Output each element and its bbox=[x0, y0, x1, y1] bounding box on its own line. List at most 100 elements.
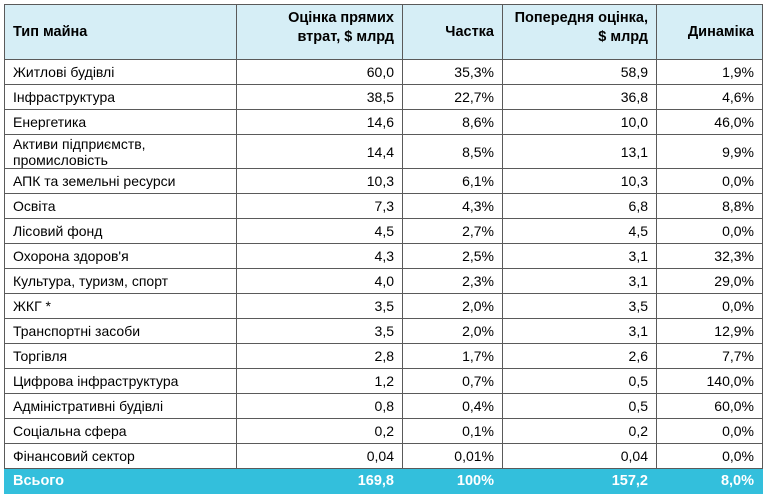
row-previous-estimate: 0,04 bbox=[502, 443, 657, 469]
row-previous-estimate: 10,0 bbox=[502, 109, 657, 135]
row-dynamics: 0,0% bbox=[656, 418, 763, 444]
table-row: Культура, туризм, спорт 4,0 2,3% 3,1 29,0% bbox=[4, 268, 763, 294]
row-dynamics: 4,6% bbox=[656, 84, 763, 110]
row-share: 1,7% bbox=[402, 343, 503, 369]
row-direct-losses: 0,8 bbox=[236, 393, 403, 419]
row-previous-estimate: 6,8 bbox=[502, 193, 657, 219]
table-row: Інфраструктура 38,5 22,7% 36,8 4,6% bbox=[4, 84, 763, 110]
row-property-type: Адміністративні будівлі bbox=[4, 393, 237, 419]
row-direct-losses: 1,2 bbox=[236, 368, 403, 394]
row-previous-estimate: 3,1 bbox=[502, 243, 657, 269]
losses-table: Тип майна Оцінка прямих втрат, $ млрд Ча… bbox=[4, 4, 763, 494]
row-direct-losses: 4,0 bbox=[236, 268, 403, 294]
row-dynamics: 0,0% bbox=[656, 293, 763, 319]
row-direct-losses: 7,3 bbox=[236, 193, 403, 219]
table-row: Фінансовий сектор 0,04 0,01% 0,04 0,0% bbox=[4, 443, 763, 469]
row-share: 2,0% bbox=[402, 293, 503, 319]
header-previous-estimate: Попередня оцінка, $ млрд bbox=[502, 4, 657, 60]
row-previous-estimate: 13,1 bbox=[502, 134, 657, 169]
row-previous-estimate: 10,3 bbox=[502, 168, 657, 194]
table-row: Цифрова інфраструктура 1,2 0,7% 0,5 140,0% bbox=[4, 368, 763, 394]
table-body: Житлові будівлі 60,0 35,3% 58,9 1,9% Інфрастр… bbox=[4, 59, 763, 494]
row-direct-losses: 38,5 bbox=[236, 84, 403, 110]
row-direct-losses: 0,04 bbox=[236, 443, 403, 469]
row-direct-losses: 10,3 bbox=[236, 168, 403, 194]
total-share: 100% bbox=[402, 468, 503, 494]
row-share: 2,3% bbox=[402, 268, 503, 294]
row-direct-losses: 60,0 bbox=[236, 59, 403, 85]
table-row: ЖКГ * 3,5 2,0% 3,5 0,0% bbox=[4, 293, 763, 319]
table-row: Житлові будівлі 60,0 35,3% 58,9 1,9% bbox=[4, 59, 763, 85]
table-row: Охорона здоров'я 4,3 2,5% 3,1 32,3% bbox=[4, 243, 763, 269]
row-previous-estimate: 0,2 bbox=[502, 418, 657, 444]
row-share: 0,1% bbox=[402, 418, 503, 444]
table-row: Активи підприємств, промисловість 14,4 8,5… bbox=[4, 134, 763, 169]
row-share: 0,7% bbox=[402, 368, 503, 394]
row-property-type: АПК та земельні ресурси bbox=[4, 168, 237, 194]
row-property-type: Лісовий фонд bbox=[4, 218, 237, 244]
row-direct-losses: 4,3 bbox=[236, 243, 403, 269]
row-property-type: Культура, туризм, спорт bbox=[4, 268, 237, 294]
row-share: 22,7% bbox=[402, 84, 503, 110]
row-previous-estimate: 0,5 bbox=[502, 393, 657, 419]
table-row: Торгівля 2,8 1,7% 2,6 7,7% bbox=[4, 343, 763, 369]
row-dynamics: 8,8% bbox=[656, 193, 763, 219]
row-previous-estimate: 3,1 bbox=[502, 268, 657, 294]
row-property-type: Цифрова інфраструктура bbox=[4, 368, 237, 394]
row-share: 2,7% bbox=[402, 218, 503, 244]
row-dynamics: 32,3% bbox=[656, 243, 763, 269]
total-row: Всього 169,8 100% 157,2 8,0% bbox=[4, 468, 763, 494]
row-direct-losses: 4,5 bbox=[236, 218, 403, 244]
row-share: 2,5% bbox=[402, 243, 503, 269]
table-row: Транспортні засоби 3,5 2,0% 3,1 12,9% bbox=[4, 318, 763, 344]
row-direct-losses: 3,5 bbox=[236, 318, 403, 344]
row-direct-losses: 14,6 bbox=[236, 109, 403, 135]
total-previous-estimate: 157,2 bbox=[502, 468, 657, 494]
row-share: 2,0% bbox=[402, 318, 503, 344]
row-previous-estimate: 36,8 bbox=[502, 84, 657, 110]
row-dynamics: 46,0% bbox=[656, 109, 763, 135]
header-share: Частка bbox=[402, 4, 503, 60]
row-share: 4,3% bbox=[402, 193, 503, 219]
row-direct-losses: 14,4 bbox=[236, 134, 403, 169]
row-property-type: Інфраструктура bbox=[4, 84, 237, 110]
table-row: Адміністративні будівлі 0,8 0,4% 0,5 60,0% bbox=[4, 393, 763, 419]
row-share: 0,01% bbox=[402, 443, 503, 469]
row-dynamics: 0,0% bbox=[656, 218, 763, 244]
row-share: 6,1% bbox=[402, 168, 503, 194]
row-share: 0,4% bbox=[402, 393, 503, 419]
row-property-type: Освіта bbox=[4, 193, 237, 219]
row-property-type: Соціальна сфера bbox=[4, 418, 237, 444]
row-direct-losses: 0,2 bbox=[236, 418, 403, 444]
row-share: 8,6% bbox=[402, 109, 503, 135]
row-property-type: Фінансовий сектор bbox=[4, 443, 237, 469]
row-previous-estimate: 58,9 bbox=[502, 59, 657, 85]
row-dynamics: 1,9% bbox=[656, 59, 763, 85]
table-row: Енергетика 14,6 8,6% 10,0 46,0% bbox=[4, 109, 763, 135]
row-property-type: ЖКГ * bbox=[4, 293, 237, 319]
header-dynamics: Динаміка bbox=[656, 4, 763, 60]
row-previous-estimate: 3,1 bbox=[502, 318, 657, 344]
header-row: Тип майна Оцінка прямих втрат, $ млрд Ча… bbox=[4, 4, 763, 60]
row-direct-losses: 3,5 bbox=[236, 293, 403, 319]
row-direct-losses: 2,8 bbox=[236, 343, 403, 369]
row-dynamics: 0,0% bbox=[656, 168, 763, 194]
row-dynamics: 7,7% bbox=[656, 343, 763, 369]
row-previous-estimate: 4,5 bbox=[502, 218, 657, 244]
row-share: 35,3% bbox=[402, 59, 503, 85]
table-row: Соціальна сфера 0,2 0,1% 0,2 0,0% bbox=[4, 418, 763, 444]
row-dynamics: 9,9% bbox=[656, 134, 763, 169]
row-dynamics: 140,0% bbox=[656, 368, 763, 394]
table-row: Лісовий фонд 4,5 2,7% 4,5 0,0% bbox=[4, 218, 763, 244]
header-direct-losses: Оцінка прямих втрат, $ млрд bbox=[236, 4, 403, 60]
total-label: Всього bbox=[4, 468, 237, 494]
row-property-type: Житлові будівлі bbox=[4, 59, 237, 85]
row-property-type: Торгівля bbox=[4, 343, 237, 369]
row-property-type: Енергетика bbox=[4, 109, 237, 135]
total-direct-losses: 169,8 bbox=[236, 468, 403, 494]
row-property-type: Активи підприємств, промисловість bbox=[4, 134, 237, 169]
row-dynamics: 29,0% bbox=[656, 268, 763, 294]
row-property-type: Транспортні засоби bbox=[4, 318, 237, 344]
header-property-type: Тип майна bbox=[4, 4, 237, 60]
row-previous-estimate: 0,5 bbox=[502, 368, 657, 394]
